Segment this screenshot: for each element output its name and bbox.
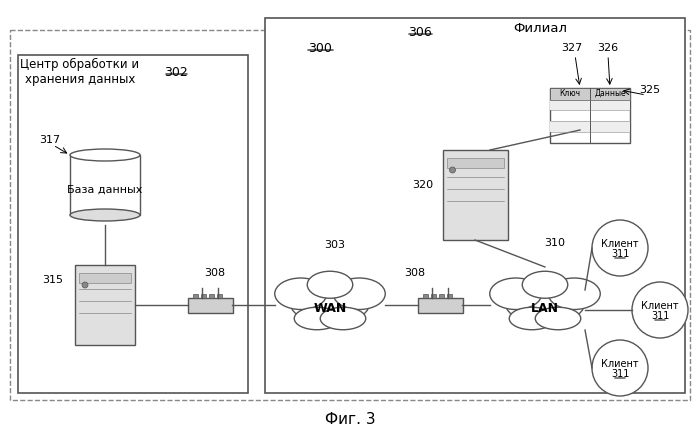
Ellipse shape (70, 209, 140, 221)
Text: 325: 325 (639, 85, 661, 95)
FancyBboxPatch shape (550, 100, 630, 110)
FancyBboxPatch shape (265, 18, 685, 393)
Text: 326: 326 (597, 43, 619, 53)
FancyBboxPatch shape (70, 155, 140, 215)
Ellipse shape (274, 278, 327, 310)
Circle shape (592, 340, 648, 396)
FancyBboxPatch shape (447, 294, 452, 297)
Text: 308: 308 (204, 268, 225, 278)
Ellipse shape (506, 287, 584, 323)
Text: Клиент: Клиент (601, 239, 639, 249)
FancyBboxPatch shape (209, 294, 214, 297)
Text: LAN: LAN (531, 303, 559, 316)
Text: 320: 320 (412, 180, 433, 190)
FancyBboxPatch shape (550, 87, 630, 100)
FancyBboxPatch shape (442, 150, 507, 240)
Ellipse shape (522, 271, 568, 298)
Ellipse shape (536, 307, 581, 330)
Circle shape (592, 220, 648, 276)
Text: 311: 311 (611, 369, 629, 379)
FancyBboxPatch shape (193, 294, 197, 297)
Text: 315: 315 (43, 275, 64, 285)
FancyBboxPatch shape (550, 121, 630, 132)
Ellipse shape (291, 287, 369, 323)
Text: Данные: Данные (594, 89, 626, 98)
Ellipse shape (548, 278, 601, 310)
Ellipse shape (490, 278, 542, 310)
Ellipse shape (294, 307, 340, 330)
FancyBboxPatch shape (18, 55, 248, 393)
Text: 317: 317 (39, 135, 61, 145)
FancyBboxPatch shape (423, 294, 428, 297)
Text: Центр обработки и
хранения данных: Центр обработки и хранения данных (20, 58, 139, 86)
Text: WAN: WAN (314, 303, 346, 316)
Text: Клиент: Клиент (601, 359, 639, 369)
Text: 302: 302 (164, 65, 188, 78)
FancyBboxPatch shape (438, 294, 444, 297)
Text: Клиент: Клиент (641, 301, 679, 311)
FancyBboxPatch shape (216, 294, 221, 297)
FancyBboxPatch shape (200, 294, 206, 297)
Ellipse shape (333, 278, 385, 310)
Text: Ключ: Ключ (559, 89, 580, 98)
FancyBboxPatch shape (75, 265, 135, 345)
FancyBboxPatch shape (550, 87, 630, 142)
Text: База данных: База данных (67, 185, 143, 195)
Ellipse shape (510, 307, 554, 330)
Text: 310: 310 (545, 238, 566, 248)
Ellipse shape (307, 271, 353, 298)
Text: 300: 300 (308, 42, 332, 55)
Circle shape (632, 282, 688, 338)
Text: Филиал: Филиал (513, 22, 567, 35)
Text: 308: 308 (405, 268, 426, 278)
FancyBboxPatch shape (430, 294, 435, 297)
FancyBboxPatch shape (79, 273, 131, 283)
Text: 327: 327 (561, 43, 582, 53)
Text: 306: 306 (408, 26, 432, 39)
FancyBboxPatch shape (188, 297, 232, 313)
Ellipse shape (321, 307, 365, 330)
Text: 311: 311 (651, 311, 669, 321)
FancyBboxPatch shape (447, 158, 503, 168)
Text: Фиг. 3: Фиг. 3 (325, 413, 375, 427)
Circle shape (82, 282, 88, 288)
Text: 303: 303 (325, 240, 346, 250)
FancyBboxPatch shape (417, 297, 463, 313)
Circle shape (449, 167, 456, 173)
Ellipse shape (70, 149, 140, 161)
Text: 311: 311 (611, 249, 629, 259)
